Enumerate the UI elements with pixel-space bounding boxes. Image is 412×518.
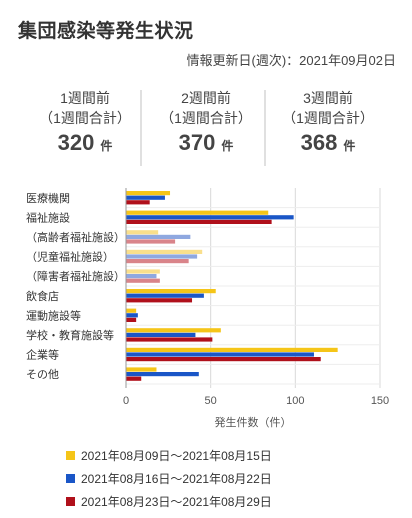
bar [126,367,157,372]
category-label: 飲食店 [26,289,59,303]
bar [126,219,272,224]
stat-label: 1週間前 [60,90,110,106]
stat-week-3: 3週間前 （1週間合計） 368 件 [263,88,393,161]
legend-swatch [66,451,75,461]
stat-label: 3週間前 [303,90,353,106]
category-label: 運動施設等 [26,308,81,322]
category-label: （障害者福祉施設） [26,269,125,283]
category-label: （児童福祉施設） [26,250,114,264]
legend-item: 2021年08月09日～2021年08月15日 [66,446,272,466]
bar [126,352,314,357]
bar [126,332,196,337]
bar [126,274,157,279]
stat-divider [140,90,142,166]
bar [126,347,338,352]
bar [126,269,160,274]
category-label: その他 [26,368,59,381]
bar [126,230,159,235]
bar [126,308,137,313]
category-label: 企業等 [26,348,59,362]
updated-date: 情報更新日(週次)：2021年09月02日 [186,53,397,68]
legend-item: 2021年08月16日～2021年08月22日 [66,469,272,489]
bar [126,210,269,215]
bar [126,249,203,254]
stat-value: 370 [178,130,216,155]
bar [126,328,221,333]
x-tick-label: 100 [286,395,304,407]
bar [126,239,176,244]
stat-week-2: 2週間前 （1週間合計） 370 件 [141,88,271,161]
bar [126,215,294,220]
category-label: 医療機関 [26,191,70,205]
stat-sub: （1週間合計） [160,110,252,126]
bar [126,254,198,259]
category-label: 学校・教育施設等 [26,328,114,342]
chart-legend: 2021年08月09日～2021年08月15日 2021年08月16日～2021… [66,446,272,515]
weekly-stats: 1週間前 （1週間合計） 320 件 2週間前 （1週間合計） 370 件 3週間前… [0,88,412,168]
legend-label: 2021年08月16日～2021年08月22日 [81,472,272,486]
page-title: 集団感染等発生状況 [18,21,194,42]
category-label: （高齢者福祉施設） [26,230,125,244]
bar [126,357,321,362]
x-tick-label: 0 [123,395,129,407]
stat-value: 320 [57,130,95,155]
bar [126,278,160,283]
bar [126,293,204,298]
stat-unit: 件 [100,139,113,153]
bar [126,376,142,381]
bar [126,313,138,318]
bar [126,298,193,303]
stat-unit: 件 [343,139,356,153]
legend-swatch [66,474,75,484]
bar [126,234,191,239]
x-axis-label: 発生件数（件） [215,415,292,429]
legend-label: 2021年08月23日～2021年08月29日 [81,495,272,509]
stat-unit: 件 [221,139,234,153]
x-tick-label: 150 [371,395,389,407]
bar [126,259,189,264]
bar [126,200,150,205]
bar [126,289,216,294]
bar [126,337,213,342]
bar [126,191,171,196]
stat-label: 2週間前 [181,90,231,106]
stat-value: 368 [300,130,338,155]
legend-item: 2021年08月23日～2021年08月29日 [66,492,272,512]
bar [126,195,165,200]
stat-week-1: 1週間前 （1週間合計） 320 件 [20,88,150,161]
stat-sub: （1週間合計） [282,110,374,126]
bar [126,372,199,377]
stat-divider [264,90,266,166]
x-tick-label: 50 [205,395,217,407]
legend-label: 2021年08月09日～2021年08月15日 [81,449,272,463]
bar [126,317,137,322]
category-label: 福祉施設 [26,210,70,224]
legend-swatch [66,497,75,507]
stat-sub: （1週間合計） [39,110,131,126]
